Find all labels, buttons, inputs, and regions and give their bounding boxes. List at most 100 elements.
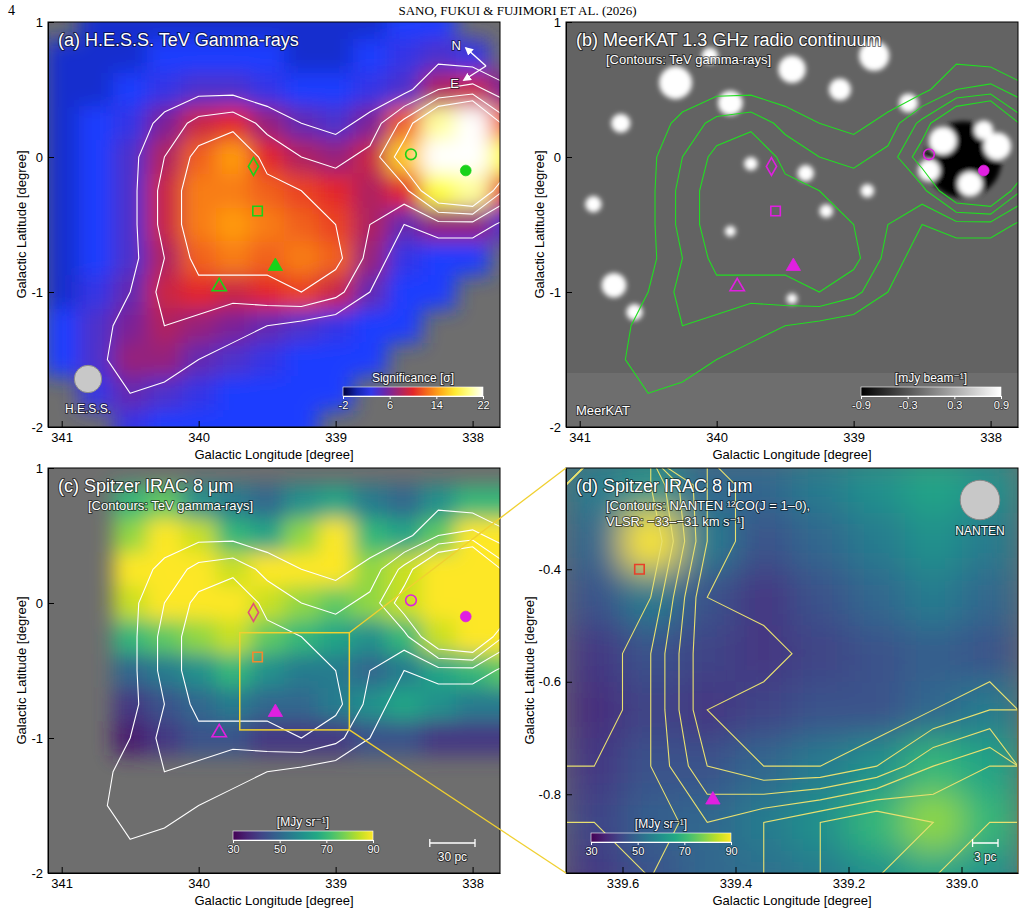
image-cell xyxy=(353,485,388,519)
colorbar-tick-label: 90 xyxy=(367,843,379,855)
compass-label: N xyxy=(452,38,461,53)
image-cell xyxy=(48,140,79,174)
image xyxy=(48,22,500,427)
image-cell xyxy=(79,208,114,242)
image-cell xyxy=(319,140,354,174)
colorbar-tick-label: -2 xyxy=(339,399,349,411)
radio-source xyxy=(585,196,601,212)
image-cell xyxy=(421,106,456,140)
x-axis-line xyxy=(567,427,1019,428)
image-cell xyxy=(113,343,148,377)
image-cell xyxy=(421,241,456,275)
x-tick: 338 xyxy=(980,421,1002,445)
colorbar-axis-line xyxy=(592,843,732,846)
image-cell xyxy=(284,410,319,427)
image-cell xyxy=(849,468,906,514)
image-cell xyxy=(905,569,962,626)
image-cell xyxy=(387,687,422,721)
x-tick-label: 339 xyxy=(325,430,347,445)
y-tick-label: 0 xyxy=(554,150,561,165)
y-tick-label: -0.4 xyxy=(539,562,561,577)
scale-bar-label: 30 pc xyxy=(438,850,467,864)
colorbar-tick: 14 xyxy=(431,396,443,411)
image-cell xyxy=(455,620,490,654)
beam xyxy=(960,480,1000,520)
x-axis: 341340339338 xyxy=(49,421,501,445)
x-tick-mark xyxy=(199,867,200,873)
image-cell xyxy=(216,519,251,553)
x-tick-mark xyxy=(736,867,737,873)
image-cell xyxy=(455,174,490,208)
x-tick: 339 xyxy=(325,867,347,891)
image-cell xyxy=(284,309,319,343)
image-cell xyxy=(319,241,354,275)
image-cell xyxy=(216,73,251,107)
y-tick: -2 xyxy=(31,866,54,881)
x-tick-mark xyxy=(854,421,855,427)
markers xyxy=(730,149,989,291)
colorbar-tick-label: 6 xyxy=(387,399,393,411)
x-tick-mark xyxy=(336,421,337,427)
contours xyxy=(107,64,500,393)
image-cell xyxy=(792,513,849,570)
x-tick-label: 340 xyxy=(188,876,210,891)
image-cell xyxy=(79,241,114,275)
y-axis-title: Galactic Latitude [degree] xyxy=(532,150,547,298)
image-cell xyxy=(284,485,319,519)
image-cell xyxy=(284,654,319,688)
image-cell xyxy=(113,552,148,586)
image-cell xyxy=(113,174,148,208)
y-axis: 10-1-2 xyxy=(31,461,54,881)
image-cell xyxy=(566,626,623,683)
x-tick: 339.2 xyxy=(833,867,866,891)
compass-arrow xyxy=(464,66,486,80)
plot-area xyxy=(48,22,500,427)
panel-title: (d) Spitzer IRAC 8 μm xyxy=(576,476,752,496)
colorbar-tick: 0.9 xyxy=(994,396,1009,411)
colorbar xyxy=(343,387,483,396)
panel-background xyxy=(48,468,500,873)
colorbar-tick: 50 xyxy=(274,840,286,855)
x-tick-label: 339.2 xyxy=(833,876,866,891)
image-cell xyxy=(387,73,422,107)
image-cell xyxy=(48,73,79,107)
image-cell xyxy=(147,620,182,654)
image-cell xyxy=(849,851,906,874)
image-cell xyxy=(319,343,354,377)
contour xyxy=(156,84,500,326)
image-cell xyxy=(319,73,354,107)
image-cell xyxy=(455,208,490,242)
y-tick-label: -0.8 xyxy=(539,787,561,802)
image-cell xyxy=(113,241,148,275)
image-cell xyxy=(113,519,148,553)
x-tick-mark xyxy=(473,867,474,873)
y-axis: 10-1-2 xyxy=(31,15,54,435)
image-cell xyxy=(216,552,251,586)
image-cell xyxy=(849,513,906,570)
radio-source xyxy=(718,91,743,116)
scale-bar xyxy=(973,839,998,847)
colorbar-axis: 30507090 xyxy=(227,840,379,855)
colorbar-tick-label: 70 xyxy=(321,843,333,855)
x-axis: 341340339338 xyxy=(49,867,501,891)
image-cell xyxy=(421,586,456,620)
image-cell xyxy=(182,376,217,410)
image-cell xyxy=(421,485,456,519)
scale-bar-label: 3 pc xyxy=(974,850,997,864)
y-tick: -2 xyxy=(31,420,54,435)
panel: 34134033933810-1-2Galactic Longitude [de… xyxy=(532,15,1035,462)
panel: 34134033933810-1-2Galactic Longitude [de… xyxy=(14,461,524,908)
y-tick-mark xyxy=(566,794,572,795)
image-cell xyxy=(113,410,148,427)
image-cell xyxy=(490,620,500,654)
y-tick-label: -1 xyxy=(549,285,561,300)
image-cell xyxy=(113,140,148,174)
y-tick-mark xyxy=(566,682,572,683)
image-cell xyxy=(147,721,182,755)
colorbar-tick: 50 xyxy=(632,842,644,857)
image-cell xyxy=(113,654,148,688)
radio-source xyxy=(602,273,627,298)
radio-source xyxy=(819,204,833,218)
image-cell xyxy=(490,174,500,208)
panel-background xyxy=(566,468,1018,873)
